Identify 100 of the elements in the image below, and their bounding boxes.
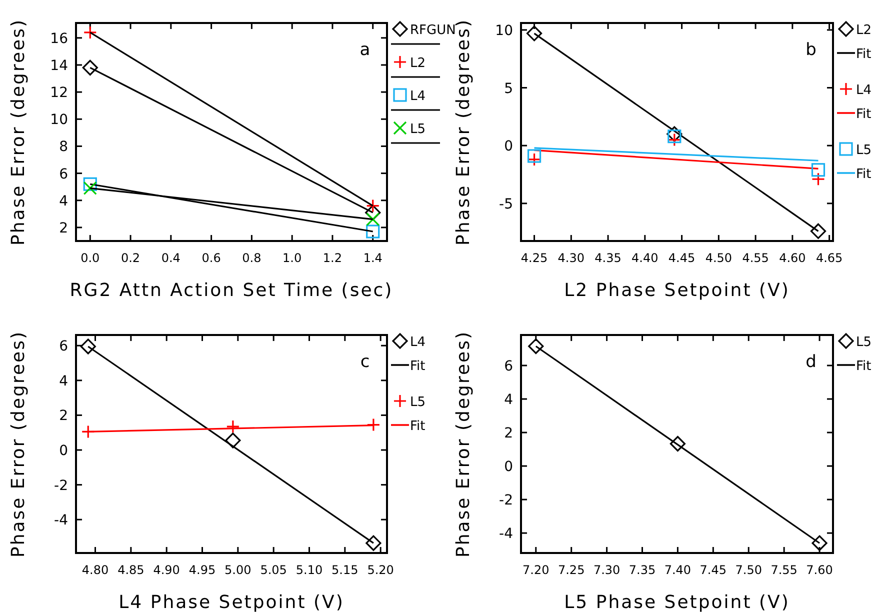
y-tick-label: 2: [59, 408, 68, 424]
point: [366, 418, 380, 432]
y-tick-label: 16: [50, 30, 68, 47]
y-tick-label: -2: [54, 478, 68, 494]
y-axis-title: Phase Error (degrees): [8, 18, 29, 246]
legend-label: Fit: [410, 419, 426, 434]
legend-label: Fit: [856, 167, 872, 182]
legend-label: L4: [410, 89, 426, 104]
point: [83, 26, 97, 40]
x-tick-label: 4.80: [82, 563, 109, 577]
y-tick-label: 6: [59, 166, 68, 182]
point: [810, 223, 826, 239]
point: [666, 126, 682, 142]
y-tick-label: 10: [50, 112, 68, 128]
x-tick-label: 0.6: [202, 251, 221, 265]
point: [668, 133, 682, 147]
point: [668, 130, 682, 144]
point: [83, 177, 97, 191]
point: [366, 198, 380, 213]
y-tick-label: -4: [499, 526, 514, 542]
legend-label: L4: [410, 335, 426, 350]
point: [83, 181, 97, 195]
annotation: b: [806, 40, 816, 60]
x-tick-label: 4.85: [118, 563, 144, 577]
point: [527, 149, 542, 163]
y-tick-label: 0: [504, 138, 513, 155]
x-tick-label: 7.35: [628, 563, 656, 577]
x-tick-label: 7.45: [700, 563, 727, 577]
x-axis-title: L2 Phase Setpoint (V): [564, 280, 790, 301]
point: [80, 338, 96, 354]
x-tick-label: 7.20: [522, 563, 550, 577]
x-tick-label: 4.55: [742, 251, 769, 265]
annotation: a: [360, 40, 370, 60]
x-tick-label: 4.90: [153, 563, 180, 577]
y-tick-label: 4: [59, 373, 68, 390]
x-axis-title: L4 Phase Setpoint (V): [118, 592, 344, 612]
legend-label: Fit: [856, 107, 872, 122]
x-axis-title: L5 Phase Setpoint (V): [564, 592, 790, 612]
point: [528, 338, 544, 354]
x-axis-title: RG2 Attn Action Set Time (sec): [70, 280, 394, 301]
point: [812, 535, 828, 551]
y-tick-label: 14: [50, 58, 68, 74]
legend-label: L2: [410, 56, 426, 71]
x-tick-label: 5.00: [224, 563, 252, 577]
point: [526, 26, 542, 42]
legend-label: Fit: [856, 359, 872, 374]
legend-label: L2: [856, 23, 872, 38]
x-tick-label: 0.8: [242, 251, 262, 265]
y-axis-title: Phase Error (degrees): [8, 330, 29, 558]
x-tick-label: 5.20: [367, 563, 394, 577]
y-tick-label: 2: [504, 426, 513, 442]
legend-label: RFGUN: [410, 23, 456, 38]
x-tick-label: 4.65: [816, 251, 843, 265]
point: [225, 432, 241, 448]
legend-label: L5: [410, 395, 426, 410]
x-tick-label: 7.30: [593, 563, 620, 577]
y-tick-label: 2: [59, 220, 68, 236]
y-tick-label: 5: [504, 80, 513, 97]
x-tick-label: 0.2: [120, 251, 140, 265]
x-tick-label: 1.4: [363, 251, 382, 265]
y-tick-label: -5: [499, 196, 513, 212]
x-tick-label: 5.15: [332, 563, 358, 577]
point: [527, 152, 542, 166]
y-tick-label: 0: [504, 459, 513, 476]
y-tick-label: 12: [50, 85, 68, 102]
y-tick-label: 8: [59, 139, 68, 156]
x-tick-label: 4.45: [668, 251, 696, 265]
point: [226, 420, 240, 434]
point: [670, 436, 686, 452]
x-tick-label: 1.0: [282, 251, 302, 265]
legend-label: Fit: [856, 47, 872, 62]
y-tick-label: 0: [59, 443, 68, 459]
y-tick-label: -2: [499, 492, 513, 509]
point: [366, 535, 382, 551]
x-tick-label: 1.2: [322, 251, 342, 265]
y-tick-label: -4: [54, 512, 68, 529]
x-tick-label: 7.40: [664, 563, 692, 577]
x-tick-label: 4.95: [188, 563, 216, 577]
x-tick-label: 5.10: [296, 563, 323, 577]
legend-label: L4: [856, 83, 872, 98]
point: [811, 172, 826, 186]
x-tick-label: 4.50: [705, 251, 732, 265]
legend-label: L5: [410, 122, 426, 137]
y-tick-label: 4: [59, 193, 68, 210]
y-tick-label: 4: [504, 392, 514, 408]
point: [366, 224, 380, 238]
y-tick-label: 10: [495, 22, 513, 39]
x-tick-label: 4.35: [594, 251, 622, 265]
annotation: d: [806, 352, 816, 372]
y-axis-title: Phase Error (degrees): [453, 330, 474, 558]
point: [366, 212, 380, 226]
x-tick-label: 4.25: [520, 251, 548, 265]
x-tick-label: 7.25: [558, 563, 585, 577]
x-tick-label: 5.05: [260, 563, 287, 577]
legend-label: L5: [856, 143, 872, 158]
point: [811, 163, 826, 177]
x-tick-label: 4.60: [779, 251, 806, 265]
y-tick-label: 6: [504, 358, 514, 374]
y-tick-label: 6: [59, 338, 68, 355]
legend-label: L5: [856, 335, 872, 350]
